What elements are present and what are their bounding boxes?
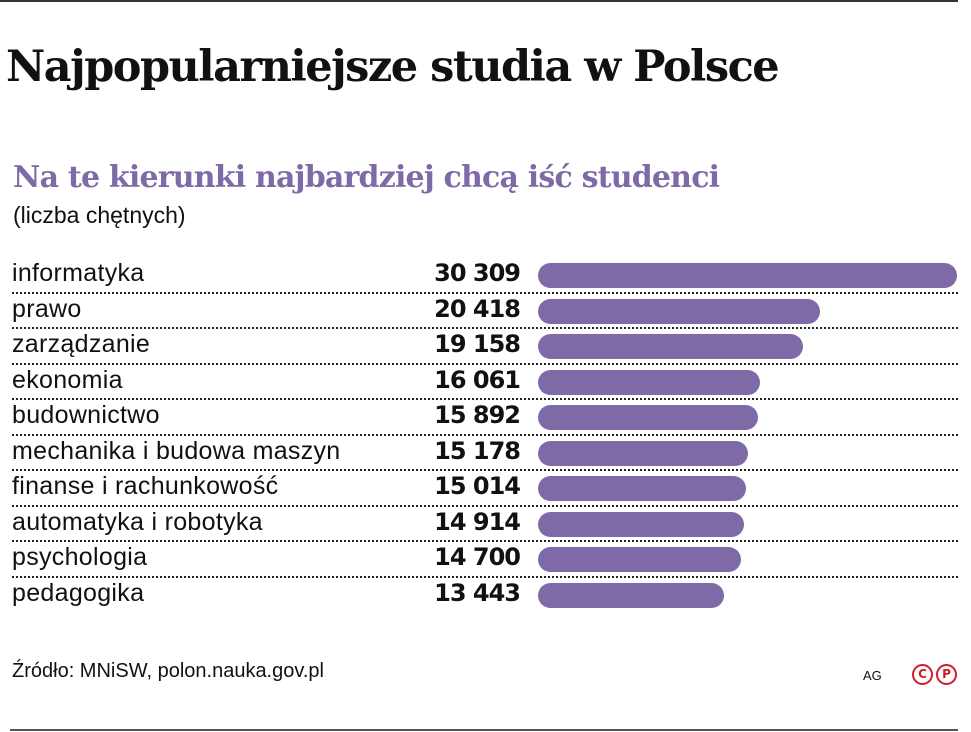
chart-row: zarządzanie 19 158 [12,329,958,365]
value-label: 15 178 [434,436,521,465]
bar [538,405,758,430]
bar [538,547,742,572]
chart-title: Najpopularniejsze studia w Polsce [6,42,780,92]
bar-chart: informatyka 30 309 prawo 20 418 zarządzani… [12,258,958,613]
category-label: pedagogika [12,578,145,607]
category-label: prawo [12,294,82,323]
chart-subtitle: Na te kierunki najbardziej chcą iść stud… [13,160,720,195]
category-label: automatyka i robotyka [12,507,263,536]
category-label: psychologia [12,543,148,571]
dotted-divider [12,433,958,436]
dotted-divider [12,469,958,471]
category-label: ekonomia [12,365,123,394]
dotted-divider [12,540,958,542]
chart-row: informatyka 30 309 [12,258,958,294]
dotted-divider [12,504,958,507]
bar [538,298,821,324]
dotted-divider [12,575,958,578]
bar [538,476,746,501]
value-label: 14 700 [434,543,521,571]
bar [538,440,748,466]
bar [538,369,761,395]
category-label: informatyka [12,259,145,287]
category-label: budownictwo [12,401,160,429]
category-label: zarządzanie [12,330,151,358]
chart-row: pedagogika 13 443 [12,578,958,614]
chart-row: budownictwo 15 892 [12,400,958,436]
dotted-divider [12,291,958,294]
chart-row: automatyka i robotyka 14 914 [12,507,958,542]
copyright-icon: C [912,664,933,685]
dotted-divider [12,398,958,400]
category-label: mechanika i budowa maszyn [12,436,341,465]
phonographic-copyright-icon: P [936,664,957,685]
value-label: 16 061 [434,365,521,394]
chart-row: ekonomia 16 061 [12,365,958,400]
bar [538,582,724,608]
chart-row: finanse i rachunkowość 15 014 [12,471,958,507]
value-label: 15 892 [434,401,521,429]
bar [538,511,745,537]
unit-label: (liczba chętnych) [13,202,186,228]
chart-row: mechanika i budowa maszyn 15 178 [12,436,958,471]
dotted-divider [12,362,958,365]
value-label: 19 158 [434,330,521,358]
chart-row: psychologia 14 700 [12,542,958,578]
value-label: 30 309 [434,259,521,287]
chart-row: prawo 20 418 [12,294,958,329]
bottom-rule [10,729,958,731]
source-note: Źródło: MNiSW, polon.nauka.gov.pl [12,660,325,682]
bar [538,334,803,359]
dotted-divider [12,327,958,329]
top-rule [0,0,958,2]
value-label: 14 914 [434,507,521,536]
value-label: 13 443 [434,578,521,607]
value-label: 15 014 [434,472,521,500]
bar [538,263,957,288]
category-label: finanse i rachunkowość [12,472,279,500]
agency-credit: AG [863,668,882,683]
value-label: 20 418 [434,294,521,323]
